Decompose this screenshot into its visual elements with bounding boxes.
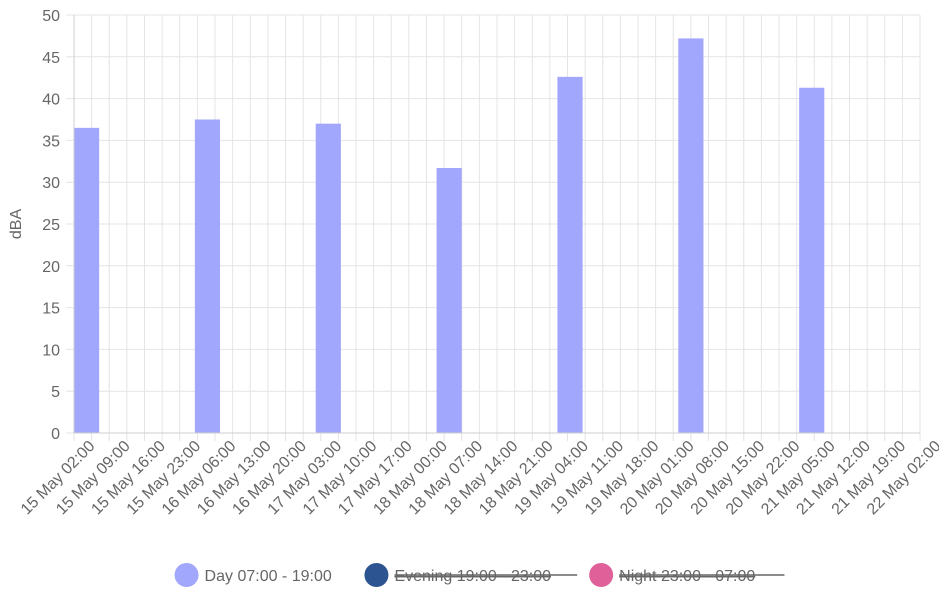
legend-item[interactable]: Night 23:00 - 07:00 [589,563,785,587]
y-tick-label: 50 [42,8,60,25]
legend-label: Evening 19:00 - 23:00 [394,568,551,585]
y-axis-title: dBA [8,209,25,240]
y-tick-labels: 0 5 10 15 20 25 30 35 40 45 50 [42,8,60,443]
y-tick-label: 0 [51,426,60,443]
bar[interactable] [799,87,825,434]
y-tick-label: 45 [42,50,60,67]
bar[interactable] [315,123,341,434]
bar[interactable] [678,38,704,434]
y-tick-label: 35 [42,133,60,150]
y-tick-label: 5 [51,384,60,401]
bar[interactable] [557,76,583,433]
grid [66,14,921,441]
legend-item[interactable]: Day 07:00 - 19:00 [174,563,332,587]
bars [74,38,825,434]
legend-swatch-icon [589,563,614,587]
legend-swatch-icon [174,563,199,587]
axes [73,15,920,434]
legend-item[interactable]: Evening 19:00 - 23:00 [364,563,578,587]
bar[interactable] [436,167,462,433]
y-tick-label: 30 [42,175,60,192]
y-tick-label: 40 [42,92,60,109]
legend-swatch-icon [364,563,389,587]
y-tick-label: 20 [42,259,60,276]
legend-label: Night 23:00 - 07:00 [619,568,755,585]
legend-label: Day 07:00 - 19:00 [205,568,332,585]
y-tick-label: 10 [42,342,60,359]
legend: Day 07:00 - 19:00 Evening 19:00 - 23:00 Ni… [174,563,785,587]
bar[interactable] [74,127,100,434]
bar[interactable] [194,119,221,434]
y-tick-label: 15 [42,301,60,318]
y-tick-label: 25 [42,217,60,234]
